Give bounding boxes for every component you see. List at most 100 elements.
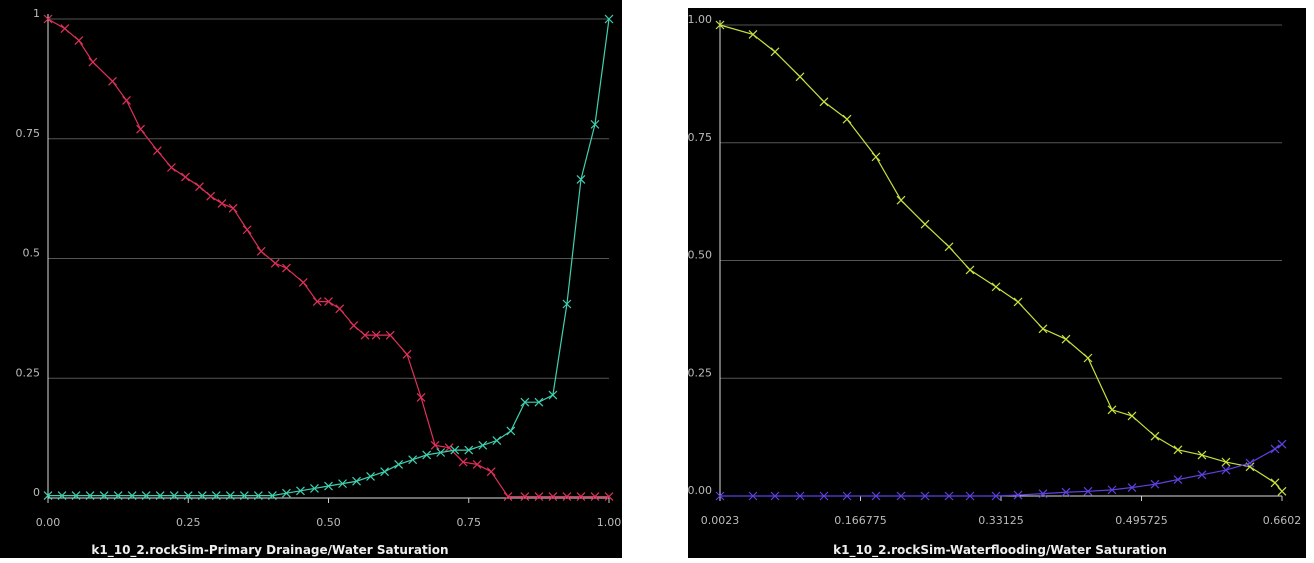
point-marker (197, 491, 207, 501)
chart-title: k1_10_2.rockSim-Primary Drainage/Water S… (91, 543, 448, 558)
point-marker (136, 124, 145, 134)
y-tick-label: 0.25 (16, 366, 41, 379)
point-marker (842, 491, 852, 501)
point-marker (896, 491, 906, 501)
point-marker (422, 450, 432, 460)
point-marker (122, 96, 131, 105)
point-marker (394, 460, 404, 469)
point-marker (324, 481, 333, 491)
point-marker (604, 492, 614, 501)
point-marker (1083, 486, 1093, 496)
point-marker (1245, 458, 1255, 468)
y-tick-label: 1 (33, 7, 40, 20)
x-tick-label: 0.50 (316, 516, 341, 529)
point-marker (88, 57, 98, 67)
point-marker (576, 492, 586, 501)
point-marker (1061, 487, 1071, 497)
point-marker (253, 491, 263, 501)
point-marker (548, 492, 558, 501)
point-marker (1197, 470, 1207, 480)
point-marker (871, 491, 881, 501)
point-marker (548, 390, 558, 400)
point-marker (1013, 490, 1023, 500)
point-marker (1173, 475, 1183, 484)
point-marker (430, 440, 440, 450)
point-marker (239, 491, 249, 501)
point-marker (195, 182, 204, 192)
point-marker (492, 436, 502, 445)
y-tick-label: 0.50 (688, 249, 713, 262)
x-tick-label: 0.495725 (1115, 514, 1168, 527)
point-marker (352, 476, 361, 486)
point-marker (366, 472, 375, 481)
panel (688, 8, 1306, 558)
point-marker (282, 488, 291, 498)
point-marker (1277, 486, 1287, 496)
point-marker (795, 491, 805, 501)
point-marker (944, 491, 954, 501)
x-tick-label: 0.25 (176, 516, 201, 529)
point-marker (795, 72, 805, 82)
point-marker (506, 426, 516, 436)
point-marker (478, 440, 488, 450)
point-marker (1013, 297, 1023, 307)
point-marker (113, 491, 123, 501)
point-marker (450, 445, 460, 455)
y-tick-label: 0.75 (16, 127, 41, 140)
y-tick-label: 0.5 (23, 247, 41, 260)
point-marker (1083, 353, 1093, 363)
y-tick-label: 0.00 (688, 484, 713, 497)
x-tick-label: 0.33125 (978, 514, 1024, 527)
point-marker (166, 163, 176, 172)
point-marker (298, 278, 308, 287)
point-marker (1150, 479, 1160, 489)
point-marker (896, 195, 906, 205)
point-marker (408, 455, 418, 465)
point-marker (991, 491, 1001, 501)
point-marker (242, 225, 252, 235)
point-marker (380, 467, 390, 477)
point-marker (819, 97, 829, 107)
point-marker (155, 491, 165, 501)
point-marker (270, 258, 280, 268)
y-tick-label: 1.00 (688, 13, 713, 26)
y-tick-label: 0.25 (688, 366, 713, 379)
point-marker (1197, 450, 1207, 460)
y-tick-label: 0 (33, 486, 40, 499)
point-marker (169, 491, 179, 501)
point-marker (486, 467, 496, 477)
point-marker (152, 146, 162, 156)
point-marker (715, 491, 725, 501)
point-marker (1150, 431, 1160, 441)
point-marker (416, 392, 426, 402)
point-marker (181, 172, 190, 182)
point-marker (1061, 334, 1071, 344)
point-marker (256, 246, 266, 256)
point-marker (748, 491, 758, 501)
point-marker (1107, 485, 1117, 495)
point-marker (206, 191, 216, 201)
point-marker (338, 479, 347, 489)
point-marker (715, 20, 725, 30)
x-tick-label: 0.0023 (701, 514, 740, 527)
point-marker (920, 219, 930, 229)
point-marker (228, 203, 238, 213)
point-marker (60, 24, 70, 34)
point-marker (183, 491, 193, 501)
point-marker (520, 397, 530, 407)
point-marker (1270, 444, 1280, 454)
point-marker (1038, 489, 1048, 499)
point-marker (225, 491, 235, 501)
point-marker (127, 491, 137, 501)
point-marker (503, 492, 513, 501)
point-marker (296, 486, 305, 496)
point-marker (85, 491, 95, 501)
point-marker (562, 299, 572, 309)
point-marker (534, 397, 544, 407)
point-marker (458, 457, 468, 467)
point-marker (74, 36, 84, 45)
x-tick-label: 0.00 (36, 516, 61, 529)
point-marker (920, 491, 930, 501)
point-marker (604, 14, 614, 24)
